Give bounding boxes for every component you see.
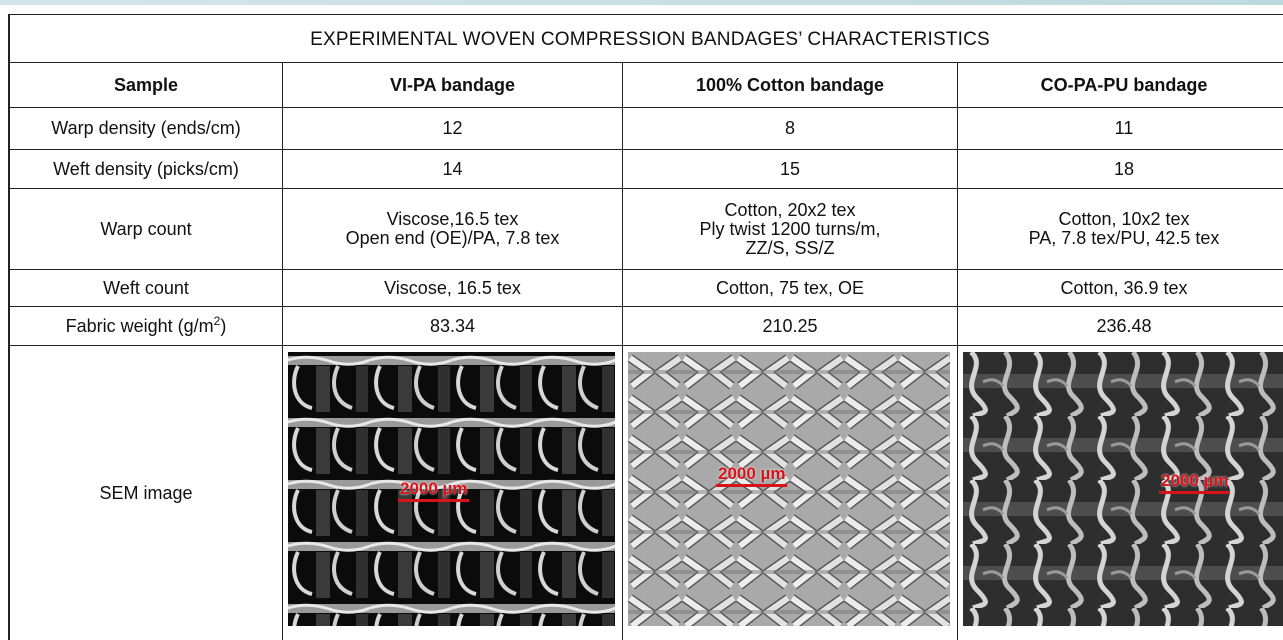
cell-text: 18 xyxy=(1114,160,1134,179)
page: {"table": { "title": "EXPERIMENTAL WOVEN… xyxy=(0,0,1283,626)
row-label-cell: Warp count xyxy=(8,188,282,269)
label-suffix: ) xyxy=(220,316,226,336)
cell-line: Cotton, 10x2 tex xyxy=(1058,210,1189,229)
header-text: 100% Cotton bandage xyxy=(696,76,884,95)
table-title: EXPERIMENTAL WOVEN COMPRESSION BANDAGES’… xyxy=(310,30,990,49)
cell-text: 210.25 xyxy=(762,317,817,336)
row-label-cell: SEM image xyxy=(8,345,282,640)
header-text: CO-PA-PU bandage xyxy=(1041,76,1208,95)
cell-text: 8 xyxy=(785,119,795,138)
cell-line: ZZ/S, SS/Z xyxy=(745,239,834,258)
row-label-cell: Weft density (picks/cm) xyxy=(8,149,282,188)
cell-line: Cotton, 20x2 tex xyxy=(724,201,855,220)
cell-text: Weft count xyxy=(103,279,189,298)
cell-text: Viscose, 16.5 tex xyxy=(384,279,521,298)
cell-text: Cotton, 36.9 tex xyxy=(1060,279,1187,298)
sem-image: 2000 µm xyxy=(628,352,950,626)
cell-line: PA, 7.8 tex/PU, 42.5 tex xyxy=(1029,229,1220,248)
data-cell: Viscose, 16.5 tex xyxy=(282,269,622,306)
data-cell: 236.48 xyxy=(957,306,1283,345)
cell-line: Fabric weight (g/m2) xyxy=(66,317,227,336)
cell-text: 12 xyxy=(442,119,462,138)
row-label-cell: Weft count xyxy=(8,269,282,306)
data-cell: 210.25 xyxy=(622,306,957,345)
cell-line: Ply twist 1200 turns/m, xyxy=(699,220,880,239)
data-cell: Cotton, 75 tex, OE xyxy=(622,269,957,306)
data-cell: 11 xyxy=(957,107,1283,149)
scale-bar: 2000 µm xyxy=(716,465,787,487)
top-bar xyxy=(0,0,1283,5)
scale-bar: 2000 µm xyxy=(398,480,469,502)
cell-line: Open end (OE)/PA, 7.8 tex xyxy=(346,229,560,248)
label-text: Fabric weight (g/m xyxy=(66,316,214,336)
cell-text: SEM image xyxy=(99,484,192,503)
data-cell: 15 xyxy=(622,149,957,188)
cell-text: Weft density (picks/cm) xyxy=(53,160,239,179)
data-cell: 83.34 xyxy=(282,306,622,345)
header-cell: 100% Cotton bandage xyxy=(622,62,957,108)
cell-text: Cotton, 75 tex, OE xyxy=(716,279,864,298)
sem-image: 2000 µm xyxy=(963,352,1283,626)
data-cell: 18 xyxy=(957,149,1283,188)
texture xyxy=(963,352,1283,626)
sem-texture xyxy=(628,352,950,626)
header-cell: VI-PA bandage xyxy=(282,62,622,108)
texture xyxy=(628,352,950,626)
cell-text: 15 xyxy=(780,160,800,179)
data-cell: 12 xyxy=(282,107,622,149)
sem-image: 2000 µm xyxy=(288,352,615,626)
cell-text: Warp count xyxy=(100,220,191,239)
cell-text: 236.48 xyxy=(1096,317,1151,336)
data-cell: 14 xyxy=(282,149,622,188)
cell-text: Warp density (ends/cm) xyxy=(51,119,240,138)
data-cell: 8 xyxy=(622,107,957,149)
data-cell: Cotton, 36.9 tex xyxy=(957,269,1283,306)
cell-line: Viscose,16.5 tex xyxy=(387,210,519,229)
header-cell: Sample xyxy=(8,62,282,108)
cell-text: 11 xyxy=(1115,119,1134,138)
cell-text: 14 xyxy=(442,160,462,179)
header-text: VI-PA bandage xyxy=(390,76,515,95)
row-label-cell: Warp density (ends/cm) xyxy=(8,107,282,149)
cell-text: 83.34 xyxy=(430,317,475,336)
header-cell: CO-PA-PU bandage xyxy=(957,62,1283,108)
row-label-cell: Fabric weight (g/m2) xyxy=(8,306,282,345)
table-title-cell: EXPERIMENTAL WOVEN COMPRESSION BANDAGES’… xyxy=(8,14,1283,63)
scale-bar: 2000 µm xyxy=(1159,472,1230,494)
sem-texture xyxy=(963,352,1283,626)
header-text: Sample xyxy=(114,76,178,95)
